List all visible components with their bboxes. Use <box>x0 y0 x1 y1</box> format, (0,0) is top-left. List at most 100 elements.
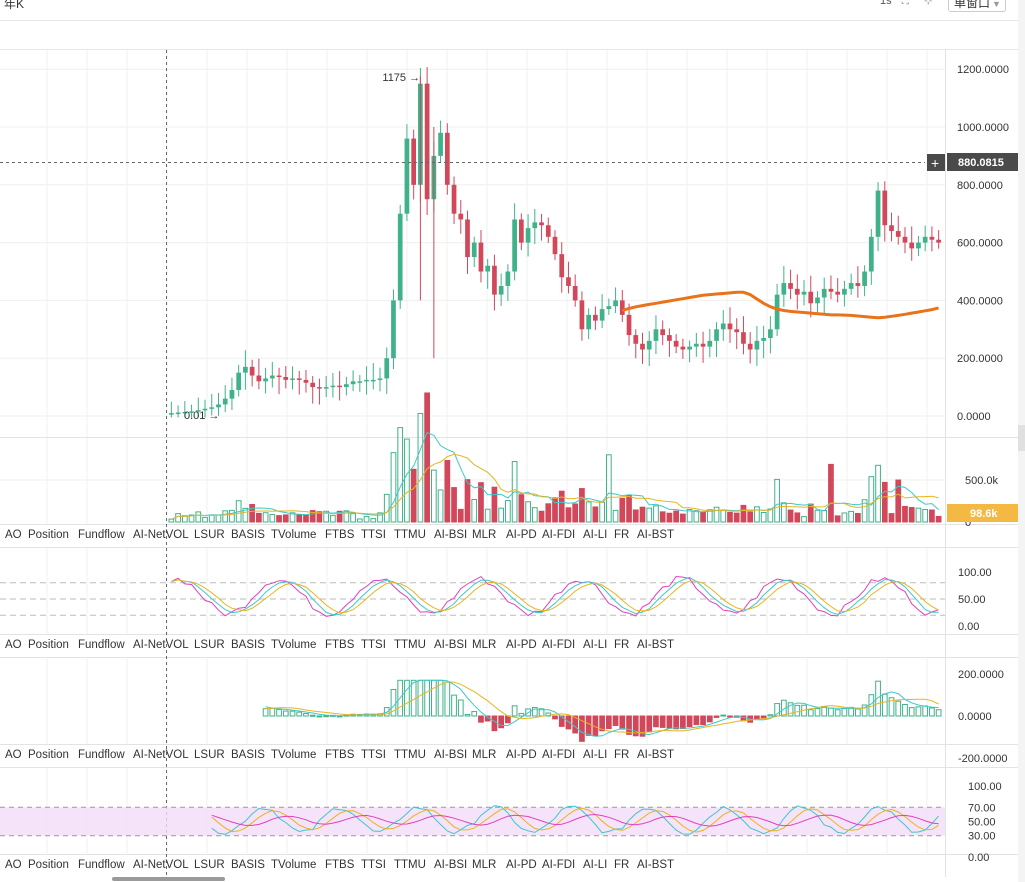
interval-label[interactable]: 1s <box>880 0 892 7</box>
indicator-tab-lsur[interactable]: LSUR <box>194 859 225 871</box>
right-scrollbar[interactable] <box>1018 0 1025 882</box>
indicator-tab-tvolume[interactable]: TVolume <box>271 859 317 871</box>
indicator-tab-fr[interactable]: FR <box>614 639 630 651</box>
indicator-tab-ao[interactable]: AO <box>5 859 22 871</box>
indicator-tab-ai-netvol[interactable]: AI-NetVOL <box>133 859 189 871</box>
indicator-tab-position[interactable]: Position <box>28 749 69 761</box>
indicator-tab-ai-bsi[interactable]: AI-BSI <box>434 749 468 761</box>
indicator-tab-ao[interactable]: AO <box>5 749 22 761</box>
indicator-tab-fundflow[interactable]: Fundflow <box>78 639 125 651</box>
histogram-bar <box>430 679 437 717</box>
indicator-tab-ftbs[interactable]: FTBS <box>325 749 355 761</box>
indicator-tab-basis[interactable]: BASIS <box>231 749 265 761</box>
histogram-bar <box>491 715 498 732</box>
volume-bar <box>282 514 289 523</box>
indicator-tab-ttmu[interactable]: TTMU <box>394 749 426 761</box>
indicator-tab-ai-pd[interactable]: AI-PD <box>506 639 537 651</box>
indicator-tab-fundflow[interactable]: Fundflow <box>78 859 125 871</box>
indicator-tab-ai-fdi[interactable]: AI-FDI <box>542 639 576 651</box>
histogram-bar <box>915 706 922 717</box>
indicator-tab-basis[interactable]: BASIS <box>231 529 265 541</box>
indicator-tab-ttsi[interactable]: TTSI <box>361 749 386 761</box>
indicator-tab-ai-fdi[interactable]: AI-FDI <box>542 859 576 871</box>
indicator-tabs-3: AO Position Fundflow AI-NetVOL LSUR BASIS TVol… <box>0 747 945 765</box>
screenshot-icon[interactable]: ⊹ <box>924 0 933 7</box>
indicator-tab-mlr[interactable]: MLR <box>472 529 497 541</box>
indicator-tab-basis[interactable]: BASIS <box>231 639 265 651</box>
indicator-tab-ttmu[interactable]: TTMU <box>394 639 426 651</box>
indicator-tab-ai-netvol[interactable]: AI-NetVOL <box>133 639 189 651</box>
indicator-tab-ao[interactable]: AO <box>5 639 22 651</box>
indicator-tab-basis[interactable]: BASIS <box>231 859 265 871</box>
window-mode-dropdown[interactable]: 单窗口 ▼ <box>948 0 1006 12</box>
indicator-tab-lsur[interactable]: LSUR <box>194 749 225 761</box>
indicator-tab-position[interactable]: Position <box>28 529 69 541</box>
indicator-tab-ai-li[interactable]: AI-LI <box>583 639 608 651</box>
indicator-tab-ai-pd[interactable]: AI-PD <box>506 859 537 871</box>
indicator-tab-ai-fdi[interactable]: AI-FDI <box>542 529 576 541</box>
indicator-tab-ai-li[interactable]: AI-LI <box>583 529 608 541</box>
indicator-tab-ai-fdi[interactable]: AI-FDI <box>542 749 576 761</box>
indicator-tab-ai-bsi[interactable]: AI-BSI <box>434 639 468 651</box>
candle-body <box>350 381 356 385</box>
candle-body <box>243 366 248 373</box>
histogram-bar <box>626 715 632 735</box>
indicator-tab-fr[interactable]: FR <box>614 859 630 871</box>
indicator-tab-fundflow[interactable]: Fundflow <box>78 749 125 761</box>
histogram-bar <box>309 714 316 717</box>
indicator-tab-fundflow[interactable]: Fundflow <box>78 529 125 541</box>
candle-body <box>566 277 571 286</box>
indicator-tab-ai-bst[interactable]: AI-BST <box>637 859 675 871</box>
indicator-tab-ao[interactable]: AO <box>5 529 22 541</box>
volume-bar <box>828 463 834 523</box>
indicator-tab-ai-pd[interactable]: AI-PD <box>506 529 537 541</box>
candle-body <box>687 346 692 350</box>
indicator-tab-ai-bsi[interactable]: AI-BSI <box>434 859 468 871</box>
indicator-tab-ai-pd[interactable]: AI-PD <box>506 749 537 761</box>
volume-bar <box>646 507 653 523</box>
indicator-tab-mlr[interactable]: MLR <box>472 749 497 761</box>
indicator-tab-ttsi[interactable]: TTSI <box>361 859 386 871</box>
indicator-tab-mlr[interactable]: MLR <box>472 639 497 651</box>
price-axis-tick: 200.0000 <box>957 353 1003 365</box>
indicator-tab-lsur[interactable]: LSUR <box>194 529 225 541</box>
volume-bar <box>309 510 316 523</box>
indicator-tab-tvolume[interactable]: TVolume <box>271 529 317 541</box>
volume-bar <box>404 438 410 523</box>
histogram-bar <box>531 706 538 717</box>
indicator-tab-ai-bst[interactable]: AI-BST <box>637 639 675 651</box>
indicator-tab-ftbs[interactable]: FTBS <box>325 859 355 871</box>
volume-bar <box>666 512 673 523</box>
indicator-tab-ftbs[interactable]: FTBS <box>325 639 355 651</box>
indicator-tab-ftbs[interactable]: FTBS <box>325 529 355 541</box>
indicator-tab-mlr[interactable]: MLR <box>472 859 497 871</box>
indicator-tab-ai-bst[interactable]: AI-BST <box>637 529 675 541</box>
horizontal-scrollbar[interactable] <box>112 877 225 881</box>
candle-body <box>478 242 484 272</box>
indicator-tab-ttsi[interactable]: TTSI <box>361 529 386 541</box>
indicator-tab-ttmu[interactable]: TTMU <box>394 859 426 871</box>
indicator-tab-tvolume[interactable]: TVolume <box>271 749 317 761</box>
scroll-handle[interactable] <box>1018 425 1025 451</box>
indicator-tab-ai-li[interactable]: AI-LI <box>583 859 608 871</box>
indicator-tab-ai-li[interactable]: AI-LI <box>583 749 608 761</box>
indicator-tab-position[interactable]: Position <box>28 639 69 651</box>
indicator-tab-fr[interactable]: FR <box>614 749 630 761</box>
indicator-tab-ai-netvol[interactable]: AI-NetVOL <box>133 749 189 761</box>
indicator-tab-ai-bsi[interactable]: AI-BSI <box>434 529 468 541</box>
indicator-tab-position[interactable]: Position <box>28 859 69 871</box>
indicator-tab-ai-bst[interactable]: AI-BST <box>637 749 675 761</box>
volume-bar <box>202 516 208 523</box>
volume-bar <box>188 514 195 523</box>
indicator-tab-tvolume[interactable]: TVolume <box>271 639 317 651</box>
candle-body <box>189 411 194 413</box>
fullscreen-icon[interactable]: ⛶ <box>902 0 909 7</box>
indicator-tab-ttmu[interactable]: TTMU <box>394 529 426 541</box>
indicator-tab-ttsi[interactable]: TTSI <box>361 639 386 651</box>
indicator-tab-lsur[interactable]: LSUR <box>194 639 225 651</box>
volume-bar <box>780 502 787 523</box>
candle-body <box>256 375 262 382</box>
indicator-tab-fr[interactable]: FR <box>614 529 630 541</box>
indicator-tab-ai-netvol[interactable]: AI-NetVOL <box>133 529 189 541</box>
